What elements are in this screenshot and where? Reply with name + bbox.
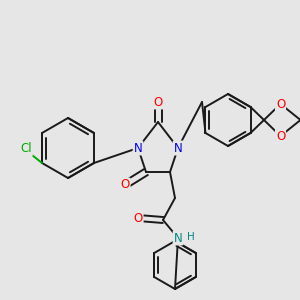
- Text: Cl: Cl: [20, 142, 32, 155]
- Text: O: O: [134, 212, 142, 224]
- Text: N: N: [134, 142, 142, 154]
- Text: O: O: [153, 95, 163, 109]
- Text: H: H: [187, 232, 195, 242]
- Text: O: O: [276, 130, 285, 142]
- Text: O: O: [120, 178, 130, 191]
- Text: N: N: [174, 232, 182, 244]
- Text: O: O: [276, 98, 285, 110]
- Text: N: N: [174, 142, 182, 154]
